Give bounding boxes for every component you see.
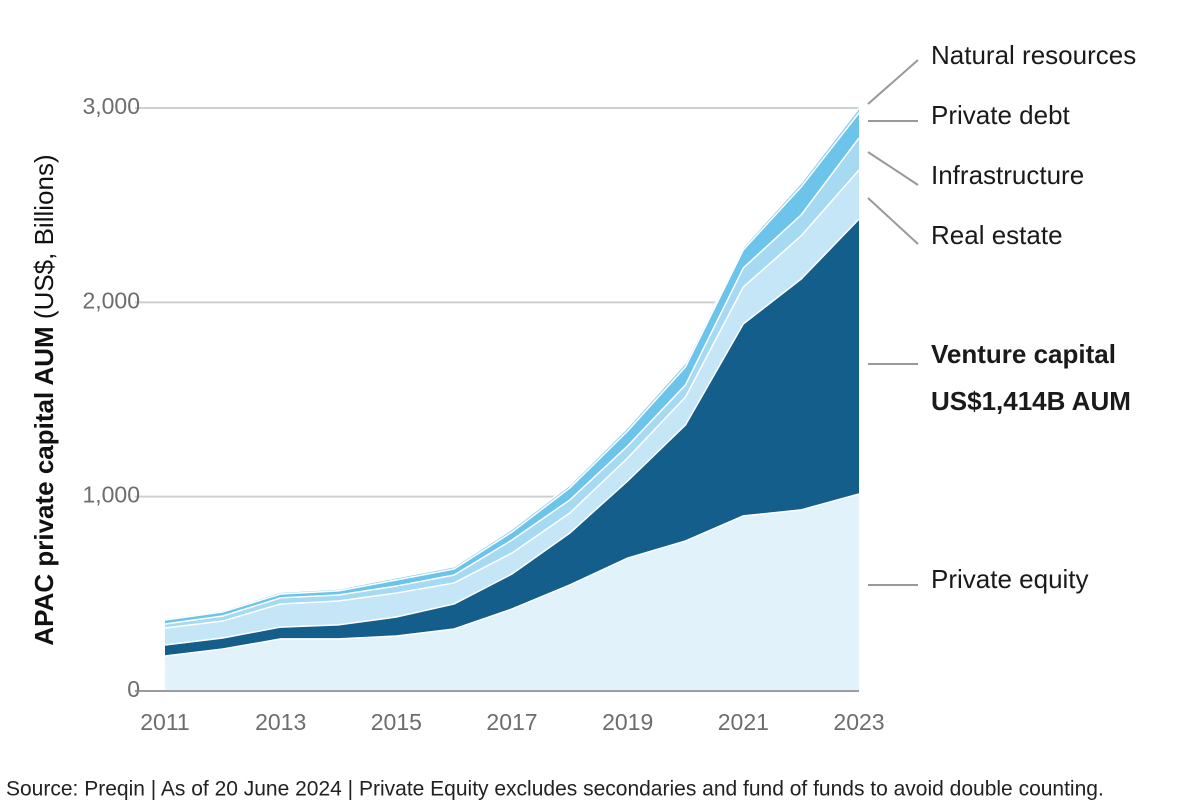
source-note: Source: Preqin | As of 20 June 2024 | Pr… xyxy=(6,778,1104,801)
y-tick-label: 0 xyxy=(127,676,140,702)
legend-label: Private debt xyxy=(931,100,1071,130)
area-edge xyxy=(164,493,860,657)
y-tick-label: 3,000 xyxy=(82,93,140,119)
y-tick-label: 1,000 xyxy=(82,482,140,508)
y-tick-label: 2,000 xyxy=(82,287,140,313)
area-edge xyxy=(164,169,860,629)
leader-line xyxy=(867,151,919,186)
area xyxy=(165,219,859,657)
y-axis-title: APAC private capital AUM xyxy=(29,326,59,645)
area-edge xyxy=(164,137,860,625)
x-tick-label: 2015 xyxy=(371,709,422,735)
x-tick-label: 2017 xyxy=(486,709,537,735)
area xyxy=(165,493,859,691)
legend-label: Real estate xyxy=(931,220,1063,250)
x-tick-label: 2019 xyxy=(602,709,653,735)
area-edge xyxy=(164,218,860,646)
leader-line xyxy=(867,59,919,105)
x-tick-label: 2021 xyxy=(718,709,769,735)
x-tick-label: 2013 xyxy=(255,709,306,735)
leader-line xyxy=(867,197,919,245)
legend-label: Private equity xyxy=(931,564,1089,594)
y-axis-unit: (US$, Billions) xyxy=(29,154,59,319)
x-tick-label: 2023 xyxy=(833,709,884,735)
area-edge xyxy=(164,107,860,620)
area-edge xyxy=(164,112,860,621)
legend-label: Natural resources xyxy=(931,40,1136,70)
legend-label: Venture capital xyxy=(931,339,1116,369)
x-tick-label: 2011 xyxy=(140,709,189,735)
legend-label: Infrastructure xyxy=(931,160,1084,190)
y-axis-label: APAC private capital AUM (US$, Billions) xyxy=(29,154,59,645)
annotation: US$1,414B AUM xyxy=(931,386,1131,416)
